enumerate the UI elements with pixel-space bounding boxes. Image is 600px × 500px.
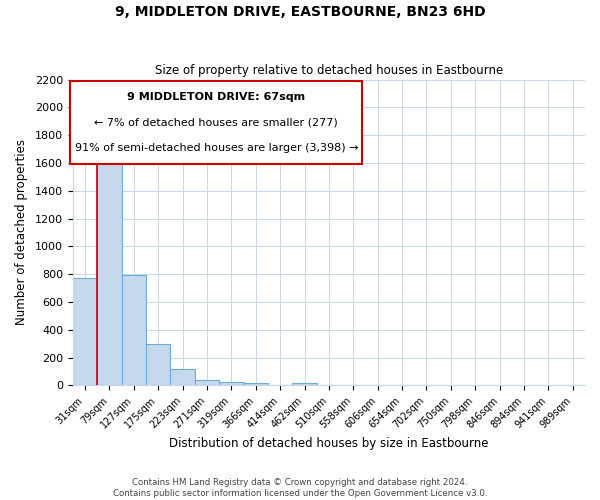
Bar <box>73 278 97 386</box>
Text: 91% of semi-detached houses are larger (3,398) →: 91% of semi-detached houses are larger (… <box>74 143 358 153</box>
Text: 9, MIDDLETON DRIVE, EASTBOURNE, BN23 6HD: 9, MIDDLETON DRIVE, EASTBOURNE, BN23 6HD <box>115 5 485 19</box>
Bar <box>97 152 122 386</box>
Bar <box>170 370 195 386</box>
Bar <box>244 382 268 386</box>
Bar <box>195 380 219 386</box>
Bar <box>122 275 146 386</box>
Title: Size of property relative to detached houses in Eastbourne: Size of property relative to detached ho… <box>155 64 503 77</box>
FancyBboxPatch shape <box>70 81 362 164</box>
Text: Contains HM Land Registry data © Crown copyright and database right 2024.
Contai: Contains HM Land Registry data © Crown c… <box>113 478 487 498</box>
Y-axis label: Number of detached properties: Number of detached properties <box>15 140 28 326</box>
Text: ← 7% of detached houses are smaller (277): ← 7% of detached houses are smaller (277… <box>94 118 338 128</box>
X-axis label: Distribution of detached houses by size in Eastbourne: Distribution of detached houses by size … <box>169 437 489 450</box>
Bar <box>292 382 317 386</box>
Bar <box>146 344 170 386</box>
Text: 9 MIDDLETON DRIVE: 67sqm: 9 MIDDLETON DRIVE: 67sqm <box>127 92 305 102</box>
Bar <box>219 382 244 386</box>
